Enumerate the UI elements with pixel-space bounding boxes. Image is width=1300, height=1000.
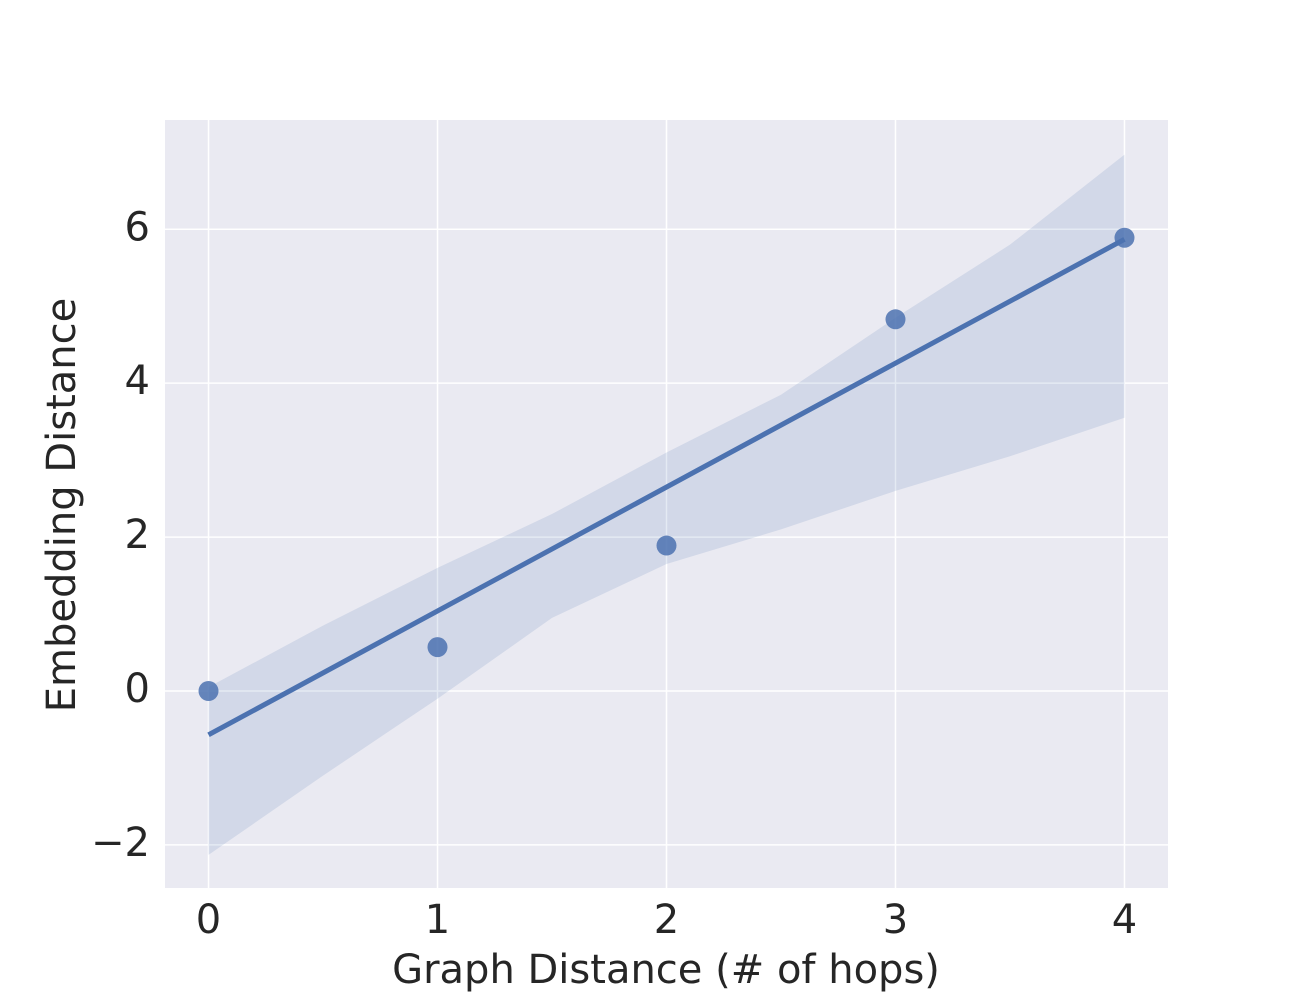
regression-line — [207, 237, 1126, 738]
x-tick-label: 2 — [654, 897, 679, 943]
y-axis-label: Embedding Distance — [39, 298, 85, 713]
y-tick-label: −2 — [91, 820, 150, 866]
y-tick-label: 0 — [125, 666, 150, 712]
y-tick-label: 6 — [125, 204, 150, 250]
x-tick-label: 3 — [883, 897, 908, 943]
x-tick-label: 4 — [1112, 897, 1137, 943]
data-point — [427, 637, 448, 658]
data-point — [198, 680, 219, 701]
data-point — [1114, 227, 1135, 248]
data-point — [656, 535, 677, 556]
x-tick-label: 1 — [425, 897, 450, 943]
x-tick-label: 0 — [196, 897, 221, 943]
y-tick-label: 4 — [125, 358, 150, 404]
data-point — [885, 309, 906, 330]
y-tick-label: 2 — [125, 512, 150, 558]
x-axis-label: Graph Distance (# of hops) — [392, 947, 940, 993]
confidence-band — [208, 154, 1125, 855]
